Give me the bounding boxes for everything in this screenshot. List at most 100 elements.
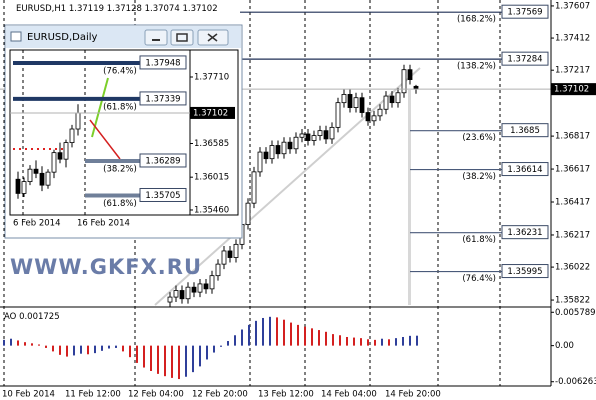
- y-tick-label: 1.36817: [555, 132, 590, 142]
- candle-body: [45, 171, 51, 186]
- candle-body: [407, 69, 413, 80]
- candle-body: [263, 151, 269, 160]
- y-tick-label: 1.37607: [555, 1, 590, 11]
- x-tick-label: 10 Feb 2014: [2, 390, 55, 400]
- candle-body: [221, 250, 227, 265]
- watermark: WWW.GKFX.RU: [10, 255, 202, 279]
- fib-price-label: 1.35705: [145, 191, 180, 201]
- ao-bar: [297, 324, 299, 346]
- ao-bar: [38, 344, 40, 346]
- ao-bar: [59, 345, 61, 355]
- candle-body: [353, 97, 359, 108]
- ao-bar: [325, 331, 327, 346]
- daily-window: EURUSD,Daily 1.37710 1.36585 1.36015 1.3546…: [4, 24, 243, 239]
- fib-price-box: [139, 91, 187, 106]
- fib-price-box: [139, 55, 187, 70]
- candle-body: [275, 145, 281, 155]
- ao-bar: [416, 335, 418, 346]
- candle-body: [293, 136, 299, 150]
- restore-button[interactable]: [170, 29, 194, 46]
- fib-anchor-band: [408, 90, 411, 305]
- y-tick-label: 1.35822: [555, 296, 590, 306]
- fib-level-label: (38.2%): [103, 164, 137, 174]
- ao-bar: [409, 335, 411, 346]
- fib-level-label: (61.8%): [103, 102, 137, 112]
- ao-bar: [87, 345, 89, 355]
- candle-body: [15, 178, 21, 194]
- y-tick-label: 1.37412: [555, 34, 590, 44]
- down-wave-line: [89, 119, 121, 160]
- ao-bar: [178, 345, 180, 380]
- ao-bar: [346, 336, 348, 346]
- candle-body: [167, 296, 173, 303]
- ao-bar: [136, 345, 138, 363]
- minimize-button[interactable]: [144, 29, 168, 46]
- x-tick-label: 12 Feb 04:00: [128, 390, 184, 400]
- candle-body: [383, 95, 389, 110]
- ao-bar: [192, 345, 194, 373]
- candle-body: [191, 286, 197, 293]
- candle-body: [21, 181, 27, 194]
- candle-body: [287, 141, 293, 150]
- window-buttons[interactable]: [144, 29, 229, 46]
- ao-bar: [311, 328, 313, 346]
- fib-price-box: [501, 4, 549, 19]
- chart-header: EURUSD,H1 1.37119 1.37128 1.37074 1.3710…: [16, 4, 218, 14]
- y-tick-label: 1.36417: [555, 198, 590, 208]
- ao-bar: [248, 324, 250, 346]
- candle-body: [359, 97, 365, 113]
- ao-bar: [66, 345, 68, 357]
- fib-level-label: (76.4%): [462, 274, 496, 284]
- window-title: EURUSD,Daily: [27, 32, 98, 43]
- ao-bar: [108, 345, 110, 349]
- candle-body: [173, 290, 179, 298]
- candle-body: [299, 133, 305, 138]
- ao-bar: [255, 320, 257, 346]
- y-tick-label: 1.36585: [194, 139, 229, 149]
- ao-bar: [24, 342, 26, 346]
- ao-panel: AO 0.001725 0.005789 0.00 -0.006263: [0, 306, 596, 387]
- x-tick-label: 16 Feb 2014: [77, 219, 130, 229]
- ao-bar: [241, 329, 243, 346]
- symbol: EURUSD,H1: [16, 4, 66, 14]
- x-tick-label: 12 Feb 20:00: [192, 390, 248, 400]
- candle-body: [317, 130, 323, 137]
- candle-body: [203, 283, 209, 290]
- candle-body: [401, 69, 407, 94]
- candle-body: [395, 92, 401, 104]
- y-tick-label: -0.006263: [555, 377, 596, 387]
- last-low: 1.37074: [145, 4, 180, 14]
- fib-price-box: [139, 187, 187, 202]
- ao-bar: [115, 345, 117, 348]
- y-tick-label: 1.37217: [555, 66, 590, 76]
- ao-bar: [143, 345, 145, 368]
- current-price-box: [190, 106, 235, 119]
- ao-bar: [164, 345, 166, 377]
- ao-bar: [220, 345, 222, 347]
- candle-body: [389, 95, 395, 104]
- ao-bar: [45, 345, 47, 348]
- ao-bar: [227, 341, 229, 346]
- fib-level-label: (168.2%): [457, 15, 496, 25]
- y-tick-label: 1.36022: [555, 263, 590, 273]
- ao-bar: [318, 330, 320, 346]
- ao-bar: [353, 337, 355, 346]
- y-tick-label: 1.36617: [555, 165, 590, 175]
- candle-body: [39, 172, 45, 186]
- current-price-label: 1.37102: [554, 85, 589, 95]
- fib-price-label: 1.37569: [507, 8, 542, 18]
- candle-body: [27, 168, 33, 183]
- candle-body: [305, 133, 311, 141]
- ao-bar: [367, 339, 369, 346]
- candle-body: [377, 108, 383, 117]
- y-tick-label: 0.00: [555, 341, 574, 351]
- ao-bar: [388, 339, 390, 346]
- ao-bar: [150, 345, 152, 371]
- candle-body: [185, 286, 191, 300]
- candle-body: [75, 112, 81, 130]
- candle-body: [63, 142, 69, 160]
- ao-bar: [332, 334, 334, 346]
- indicator-label: AO 0.001725: [4, 312, 60, 322]
- candle-body: [197, 283, 203, 293]
- candle-body: [257, 151, 263, 173]
